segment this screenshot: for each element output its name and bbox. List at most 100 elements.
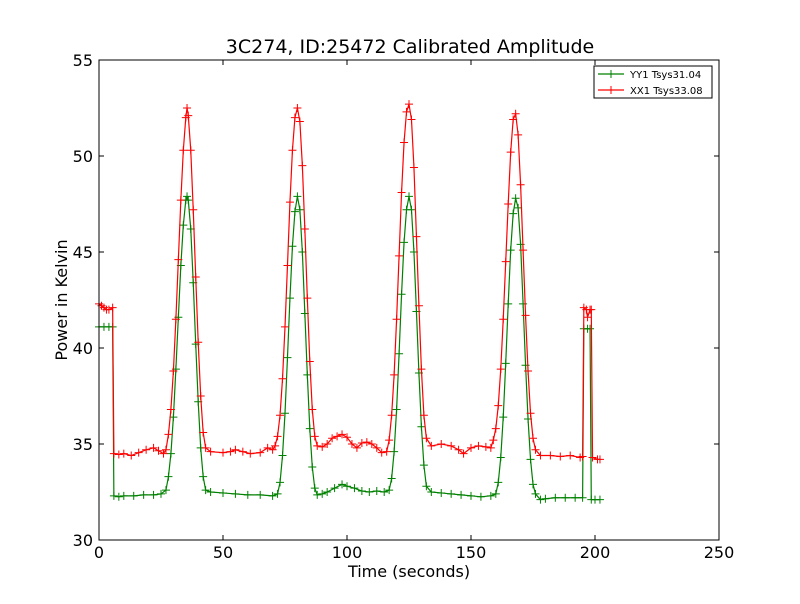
data-point	[278, 374, 287, 383]
data-point	[281, 409, 289, 418]
data-point	[352, 443, 361, 452]
data-point	[405, 100, 413, 109]
data-point	[397, 188, 406, 197]
data-point	[338, 480, 347, 489]
data-point	[298, 161, 307, 170]
series-line	[99, 194, 600, 501]
data-point	[318, 489, 327, 498]
legend-label: YY1 Tsys31.04	[629, 70, 701, 81]
data-point	[481, 442, 490, 451]
data-point	[367, 440, 376, 448]
data-point	[419, 411, 428, 420]
data-point	[362, 438, 371, 447]
y-tick-label: 35	[73, 435, 93, 454]
data-point	[333, 432, 342, 441]
data-point	[509, 209, 518, 218]
data-point	[174, 255, 183, 264]
data-point	[459, 449, 468, 458]
data-point	[504, 299, 513, 308]
data-point	[119, 491, 128, 500]
data-point	[467, 443, 475, 452]
data-point	[161, 445, 170, 454]
y-tick-label: 55	[73, 51, 93, 70]
data-point	[385, 436, 394, 445]
data-point	[298, 248, 307, 256]
data-point	[263, 443, 272, 452]
data-point	[164, 472, 173, 481]
data-point	[330, 484, 339, 493]
data-point	[256, 448, 265, 457]
data-point	[529, 434, 537, 443]
data-point	[494, 478, 503, 487]
data-point	[437, 440, 446, 448]
data-point	[496, 365, 505, 374]
data-point	[387, 474, 396, 483]
data-point	[186, 146, 195, 155]
data-point	[104, 305, 113, 314]
data-point	[494, 401, 503, 410]
data-point	[300, 224, 309, 233]
legend: YY1 Tsys31.04 XX1 Tsys33.08	[593, 65, 713, 99]
data-point	[546, 451, 555, 460]
data-point	[506, 246, 515, 255]
data-point	[154, 446, 163, 455]
data-point	[134, 448, 143, 457]
x-tick-label: 50	[213, 543, 233, 562]
data-point	[414, 301, 423, 310]
data-point	[526, 409, 535, 418]
data-point	[486, 443, 495, 452]
data-point	[243, 490, 252, 499]
data-point	[566, 451, 575, 460]
data-point	[343, 482, 351, 491]
data-point	[511, 194, 520, 203]
data-point	[109, 491, 118, 500]
data-point	[283, 353, 292, 362]
data-point	[219, 488, 227, 497]
data-point	[157, 489, 165, 498]
data-point	[268, 491, 277, 500]
data-point	[278, 451, 287, 460]
data-point	[184, 111, 193, 120]
data-point	[571, 493, 580, 502]
data-point	[271, 441, 280, 450]
data-point	[377, 448, 386, 457]
data-point	[417, 422, 426, 431]
data-point	[390, 447, 399, 456]
data-point	[419, 461, 428, 470]
data-point	[536, 495, 545, 504]
data-point	[491, 489, 500, 498]
data-point	[318, 442, 327, 451]
data-point	[506, 148, 515, 157]
chart-title: 3C274, ID:25472 Calibrated Amplitude	[226, 36, 594, 58]
data-point	[387, 411, 396, 420]
data-point	[511, 109, 520, 118]
data-point	[256, 490, 265, 499]
data-point	[437, 488, 446, 497]
data-point	[273, 432, 282, 441]
data-point	[457, 490, 466, 499]
data-point	[169, 367, 178, 376]
plot-area	[95, 100, 604, 504]
data-point	[407, 115, 416, 124]
data-point	[164, 430, 173, 439]
data-point	[201, 486, 210, 495]
data-point	[519, 299, 528, 308]
data-point	[357, 487, 366, 496]
axis-ticks: 0 50 100 150 200 250 30 35 40 45 50 55	[73, 51, 735, 562]
data-point	[293, 192, 302, 201]
data-point	[283, 261, 292, 270]
data-point	[402, 107, 411, 116]
data-point	[285, 294, 294, 303]
data-point	[395, 251, 404, 260]
data-point	[499, 413, 508, 422]
data-point	[551, 493, 560, 502]
data-point	[179, 146, 188, 155]
data-point	[226, 447, 235, 456]
data-point	[412, 232, 421, 241]
data-point	[504, 200, 513, 208]
data-point	[392, 405, 401, 414]
data-point	[514, 130, 523, 139]
data-point	[129, 491, 138, 500]
data-point	[308, 405, 317, 414]
x-tick-label: 100	[332, 543, 363, 562]
